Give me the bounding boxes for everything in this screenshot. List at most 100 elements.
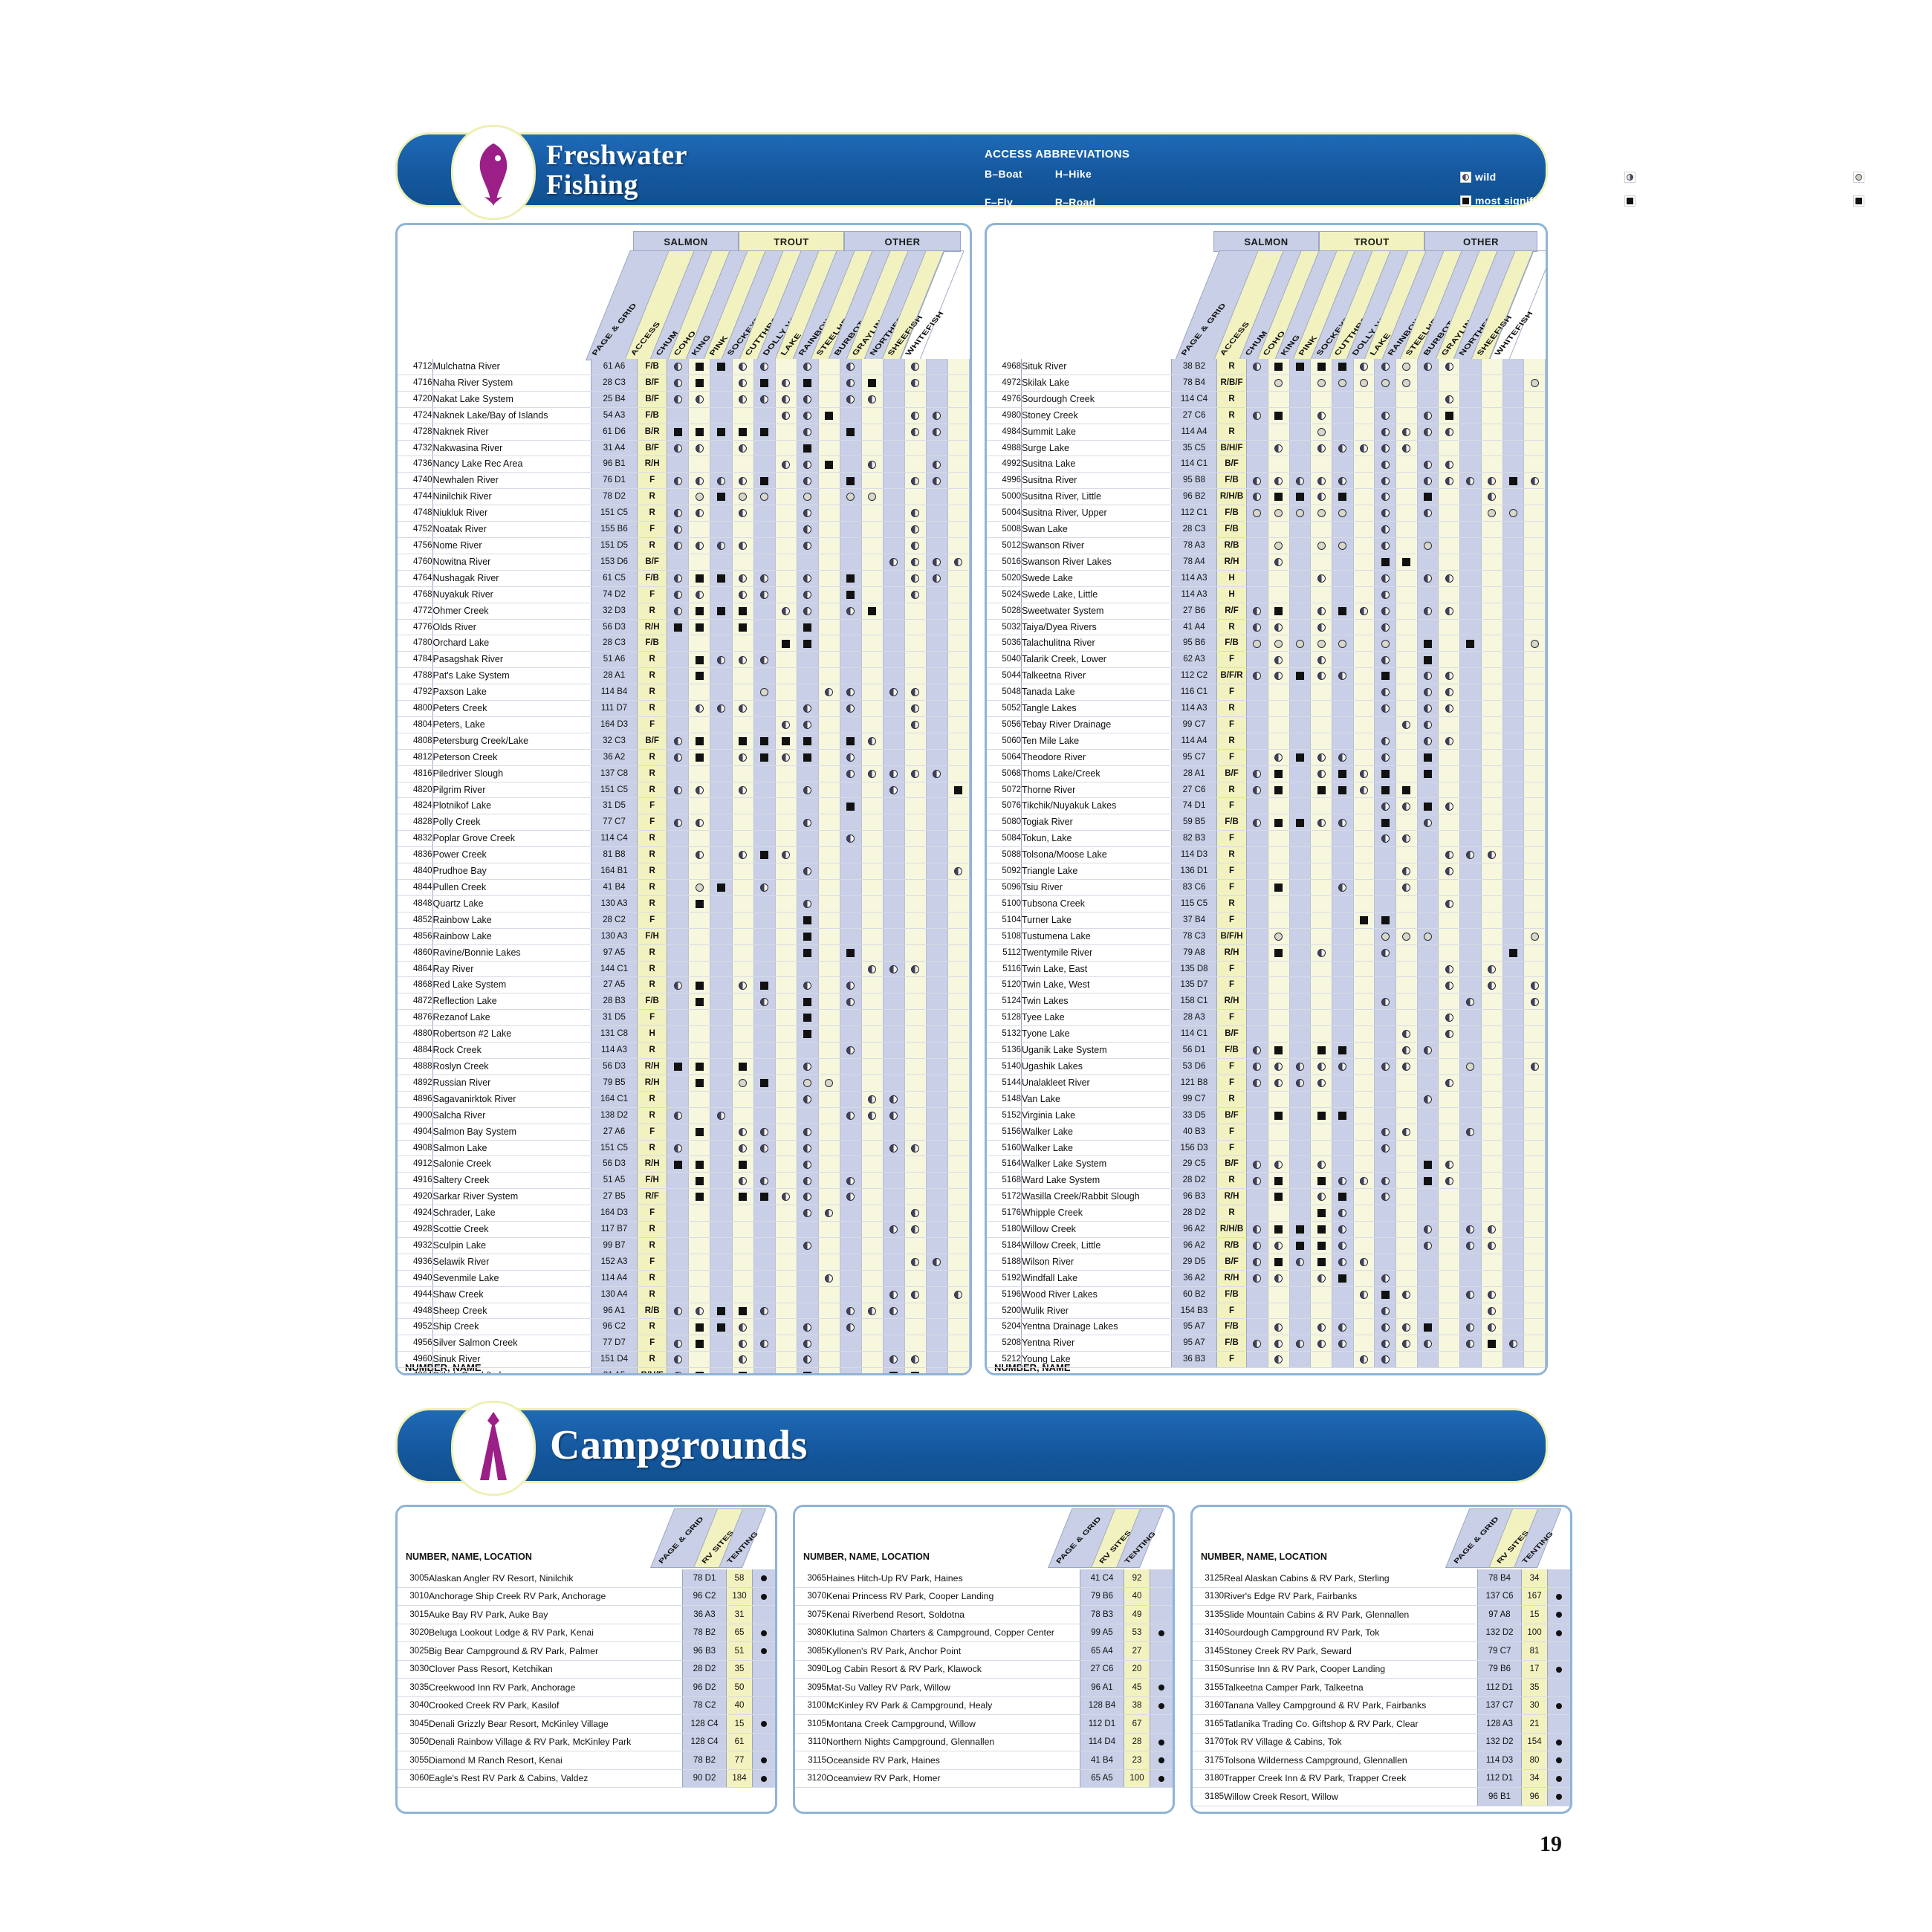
list-item[interactable]: 3125 Real Alaskan Cabins & RV Park, Sterl… [1193,1569,1570,1588]
table-row[interactable]: 5092 Triangle Lake 136 D1 F [987,863,1546,880]
table-row[interactable]: 4836 Power Creek 81 B8 R [398,846,970,864]
table-row[interactable]: 4752 Noatak River 155 B6 F [398,521,970,538]
table-row[interactable]: 5048 Tanada Lake 116 C1 F [987,684,1546,701]
table-row[interactable]: 5036 Talachulitna River 95 B6 F/B [987,635,1546,652]
table-row[interactable]: 4936 Selawik River 152 A3 F [398,1254,970,1271]
table-row[interactable]: 4832 Poplar Grove Creek 114 C4 R [398,830,970,848]
list-item[interactable]: 3030 Clover Pass Resort, Ketchikan 28 D2 35 [398,1660,775,1679]
table-row[interactable]: 4716 Naha River System 28 C3 B/F [398,375,970,392]
table-row[interactable]: 5064 Theodore River 95 C7 F [987,749,1546,766]
list-item[interactable]: 3045 Denali Grizzly Bear Resort, McKinley… [398,1714,775,1734]
list-item[interactable]: 3040 Crooked Creek RV Park, Kasilof 78 C2 4… [398,1696,775,1715]
list-item[interactable]: 3135 Slide Mountain Cabins & RV Park, Gle… [1193,1605,1570,1624]
table-row[interactable]: 4748 Niukluk River 151 C5 R [398,505,970,522]
table-row[interactable]: 5120 Twin Lake, West 135 D7 F [987,976,1546,994]
table-row[interactable]: 4856 Rainbow Lake 130 A3 F/H [398,928,970,945]
table-row[interactable]: 4732 Nakwasina River 31 A4 B/F [398,440,970,457]
table-row[interactable]: 5000 Susitna River, Little 96 B2 R/H/B [987,488,1546,506]
table-row[interactable]: 5076 Tikchik/Nuyakuk Lakes 74 D1 F [987,797,1546,815]
table-row[interactable]: 4760 Nowitna River 153 D6 B/F [398,554,970,571]
list-item[interactable]: 3005 Alaskan Angler RV Resort, Ninilchik 7… [398,1569,775,1588]
table-row[interactable]: 4812 Peterson Creek 36 A2 R [398,749,970,766]
table-row[interactable]: 5188 Wilson River 29 D5 B/F [987,1254,1546,1271]
table-row[interactable]: 5124 Twin Lakes 158 C1 R/H [987,993,1546,1011]
list-item[interactable]: 3150 Sunrise Inn & RV Park, Cooper Landin… [1193,1660,1570,1679]
list-item[interactable]: 3050 Denali Rainbow Village & RV Park, Mc… [398,1733,775,1751]
table-row[interactable]: 5100 Tubsona Creek 115 C5 R [987,895,1546,912]
table-row[interactable]: 5016 Swanson River Lakes 78 A4 R/H [987,554,1546,571]
table-row[interactable]: 5140 Ugashik Lakes 53 D6 F [987,1058,1546,1075]
table-row[interactable]: 4868 Red Lake System 27 A5 R [398,976,970,994]
table-row[interactable]: 5096 Tsiu River 83 C6 F [987,879,1546,896]
table-row[interactable]: 4872 Reflection Lake 28 B3 F/B [398,993,970,1011]
table-row[interactable]: 5116 Twin Lake, East 135 D8 F [987,961,1546,978]
table-row[interactable]: 5200 Wulik River 154 B3 F [987,1303,1546,1320]
table-row[interactable]: 5068 Thoms Lake/Creek 28 A1 B/F [987,765,1546,782]
list-item[interactable]: 3185 Willow Creek Resort, Willow 96 B1 96 [1193,1787,1570,1806]
table-row[interactable]: 4720 Nakat Lake System 25 B4 B/F [398,391,970,408]
list-item[interactable]: 3035 Creekwood Inn RV Park, Anchorage 96 D… [398,1678,775,1697]
list-item[interactable]: 3090 Log Cabin Resort & RV Park, Klawock 2… [795,1660,1173,1679]
table-row[interactable]: 4852 Rainbow Lake 28 C2 F [398,912,970,929]
table-row[interactable]: 5180 Willow Creek 96 A2 R/H/B [987,1221,1546,1238]
table-row[interactable]: 4804 Peters, Lake 164 D3 F [398,716,970,733]
table-row[interactable]: 5088 Tolsona/Moose Lake 114 D3 R [987,846,1546,864]
table-row[interactable]: 5020 Swede Lake 114 A3 H [987,570,1546,587]
table-row[interactable]: 4800 Peters Creek 111 D7 R [398,700,970,717]
table-row[interactable]: 5204 Yentna Drainage Lakes 95 A7 F/B [987,1318,1546,1336]
table-row[interactable]: 5128 Tyee Lake 28 A3 F [987,1009,1546,1027]
list-item[interactable]: 3110 Northern Nights Campground, Glennall… [795,1733,1173,1751]
table-row[interactable]: 5144 Unalakleet River 121 B8 F [987,1074,1546,1092]
table-row[interactable]: 4768 Nuyakuk River 74 D2 F [398,586,970,603]
table-row[interactable]: 4728 Naknek River 61 D6 B/R [398,424,970,441]
table-row[interactable]: 5184 Willow Creek, Little 96 A2 R/B [987,1237,1546,1254]
table-row[interactable]: 4940 Sevenmile Lake 114 A4 R [398,1270,970,1287]
table-row[interactable]: 4776 Olds River 56 D3 R/H [398,619,970,636]
table-row[interactable]: 4844 Pullen Creek 41 B4 R [398,879,970,896]
table-row[interactable]: 5112 Twentymile River 79 A8 R/H [987,944,1546,962]
table-row[interactable]: 4784 Pasagshak River 51 A6 R [398,651,970,669]
table-row[interactable]: 4928 Scottie Creek 117 B7 R [398,1221,970,1238]
table-row[interactable]: 4992 Susitna Lake 114 C1 B/F [987,456,1546,473]
table-row[interactable]: 4880 Robertson #2 Lake 131 C8 H [398,1025,970,1043]
table-row[interactable]: 4816 Piledriver Slough 137 C8 R [398,765,970,782]
table-row[interactable]: 4724 Naknek Lake/Bay of Islands 54 A3 F/B [398,407,970,424]
table-row[interactable]: 4984 Summit Lake 114 A4 R [987,424,1546,441]
table-row[interactable]: 4908 Salmon Lake 151 C5 R [398,1140,970,1157]
table-row[interactable]: 5172 Wasilla Creek/Rabbit Slough 96 B3 R/H [987,1188,1546,1206]
table-row[interactable]: 4736 Nancy Lake Rec Area 96 B1 R/H [398,456,970,473]
list-item[interactable]: 3165 Tatlanika Trading Co. Giftshop & RV … [1193,1714,1570,1734]
table-row[interactable]: 5136 Uganik Lake System 56 D1 F/B [987,1042,1546,1059]
table-row[interactable]: 4904 Salmon Bay System 27 A6 F [398,1124,970,1141]
table-row[interactable]: 4876 Rezanof Lake 31 D5 F [398,1009,970,1027]
table-row[interactable]: 4912 Salonie Creek 56 D3 R/H [398,1155,970,1173]
table-row[interactable]: 4996 Susitna River 95 B8 F/B [987,472,1546,490]
table-row[interactable]: 5156 Walker Lake 40 B3 F [987,1124,1546,1141]
table-row[interactable]: 4896 Sagavanirktok River 164 C1 R [398,1091,970,1108]
list-item[interactable]: 3055 Diamond M Ranch Resort, Kenai 78 B2 77 [398,1751,775,1770]
list-item[interactable]: 3115 Oceanside RV Park, Haines 41 B4 23 [795,1751,1173,1770]
table-row[interactable]: 4920 Sarkar River System 27 B5 R/F [398,1188,970,1206]
table-row[interactable]: 4788 Pat's Lake System 28 A1 R [398,667,970,685]
table-row[interactable]: 4900 Salcha River 138 D2 R [398,1107,970,1124]
list-item[interactable]: 3100 McKinley RV Park & Campground, Healy… [795,1696,1173,1715]
table-row[interactable]: 4924 Schrader, Lake 164 D3 F [398,1205,970,1222]
table-row[interactable]: 4860 Ravine/Bonnie Lakes 97 A5 R [398,944,970,962]
table-row[interactable]: 4960 Sinuk River 151 D4 R [398,1351,970,1369]
table-row[interactable]: 5152 Virginia Lake 33 D5 B/F [987,1107,1546,1124]
list-item[interactable]: 3170 Tok RV Village & Cabins, Tok 132 D2 15… [1193,1733,1570,1751]
list-item[interactable]: 3180 Trapper Creek Inn & RV Park, Trapper… [1193,1769,1570,1788]
list-item[interactable]: 3060 Eagle's Rest RV Park & Cabins, Valde… [398,1769,775,1788]
table-row[interactable]: 5164 Walker Lake System 29 C5 B/F [987,1155,1546,1173]
table-row[interactable]: 4980 Stoney Creek 27 C6 R [987,407,1546,424]
table-row[interactable]: 5208 Yentna River 95 A7 F/B [987,1335,1546,1352]
table-row[interactable]: 5028 Sweetwater System 27 B6 R/F [987,603,1546,620]
table-row[interactable]: 5176 Whipple Creek 28 D2 R [987,1205,1546,1222]
table-row[interactable]: 4820 Pilgrim River 151 C5 R [398,782,970,799]
table-row[interactable]: 5108 Tustumena Lake 78 C3 B/F/H [987,928,1546,945]
table-row[interactable]: 4740 Newhalen River 76 D1 F [398,472,970,490]
list-item[interactable]: 3010 Anchorage Ship Creek RV Park, Anchor… [398,1587,775,1606]
table-row[interactable]: 5044 Talkeetna River 112 C2 B/F/R [987,667,1546,685]
list-item[interactable]: 3105 Montana Creek Campground, Willow 112 … [795,1714,1173,1734]
list-item[interactable]: 3145 Stoney Creek RV Park, Seward 79 C7 81 [1193,1641,1570,1661]
